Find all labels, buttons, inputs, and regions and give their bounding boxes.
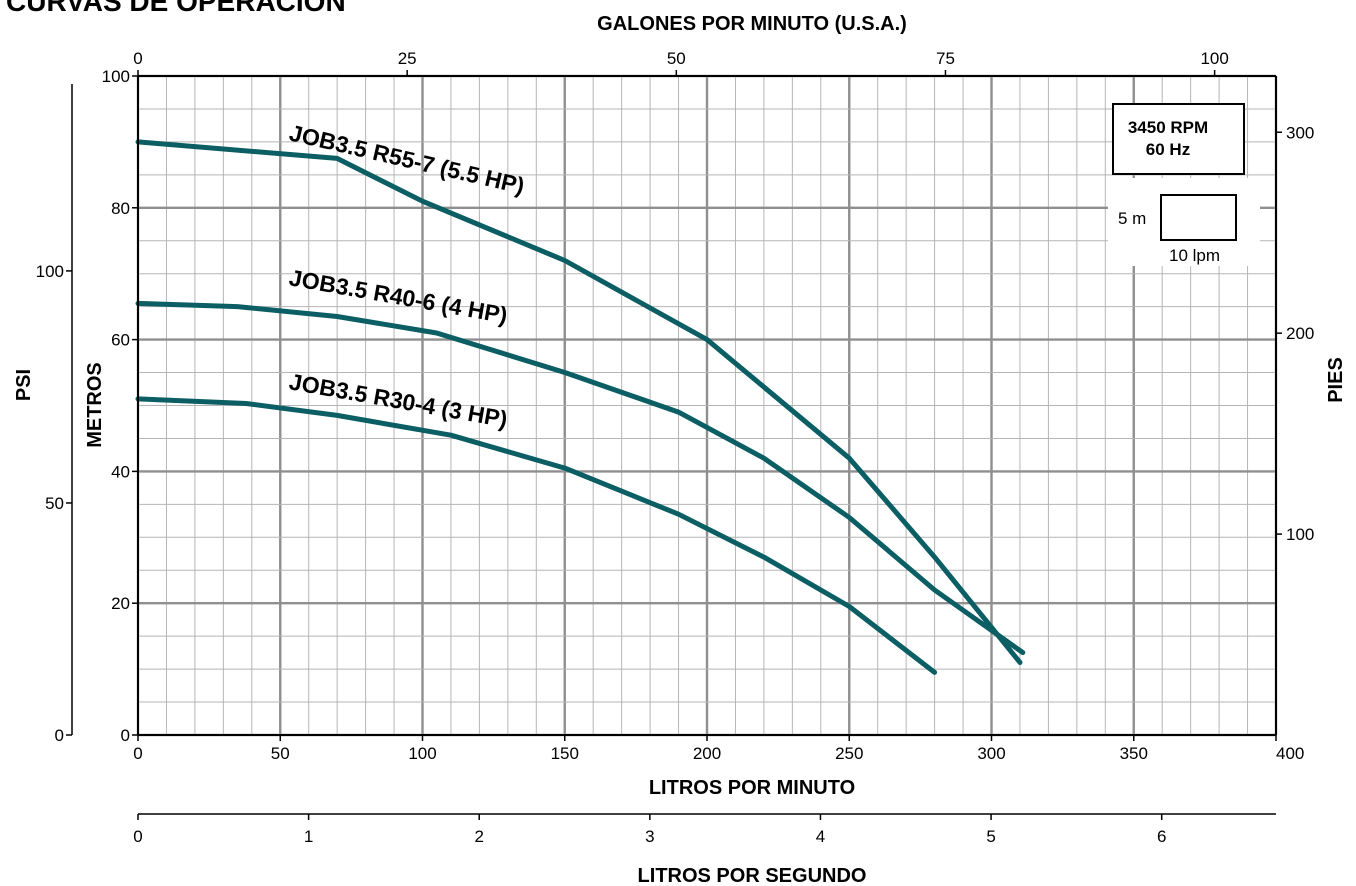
top-tick-label: 50	[667, 49, 686, 68]
top-tick-label: 100	[1200, 49, 1228, 68]
scale-vertical-label: 5 m	[1118, 209, 1146, 228]
lps-tick-label: 1	[304, 827, 313, 846]
rpm-label: 3450 RPM	[1128, 118, 1208, 137]
series-line-2	[135, 396, 938, 675]
series-label-r30: JOB3.5 R30-4 (3 HP)	[287, 368, 509, 432]
psi-tick-label: 0	[55, 726, 64, 745]
top-tick-label: 25	[398, 49, 417, 68]
legend-box: 3450 RPM 60 Hz 5 m 10 lpm	[1108, 103, 1260, 266]
hz-label: 60 Hz	[1146, 140, 1190, 159]
left-axis-label: METROS	[84, 362, 106, 448]
left-outer-axis-label: PSI	[13, 369, 35, 401]
series-line-0	[135, 139, 1023, 665]
bottom-tick-label: 250	[835, 744, 863, 763]
top-tick-label: 0	[133, 49, 142, 68]
scale-horizontal-label: 10 lpm	[1169, 246, 1220, 265]
bottom-tick-label: 100	[408, 744, 436, 763]
bottom-tick-label: 300	[977, 744, 1005, 763]
pies-tick-label: 200	[1286, 324, 1314, 343]
metros-tick-label: 60	[111, 331, 130, 350]
bottom-tick-label: 350	[1120, 744, 1148, 763]
lps-tick-label: 0	[133, 827, 142, 846]
secondary-bottom-axis-label: LITROS POR SEGUNDO	[638, 865, 867, 886]
bottom-tick-label: 150	[551, 744, 579, 763]
pies-tick-label: 100	[1286, 525, 1314, 544]
lps-tick-label: 6	[1157, 827, 1166, 846]
bottom-tick-label: 200	[693, 744, 721, 763]
bottom-tick-label: 50	[271, 744, 290, 763]
top-tick-label: 75	[936, 49, 955, 68]
lps-tick-label: 4	[816, 827, 825, 846]
curves-layer	[135, 139, 1026, 675]
metros-tick-label: 80	[111, 199, 130, 218]
metros-tick-label: 0	[121, 726, 130, 745]
top-axis-label: GALONES POR MINUTO (U.S.A.)	[597, 13, 907, 35]
bottom-tick-label: 0	[133, 744, 142, 763]
psi-tick-label: 50	[45, 494, 64, 513]
curve-labels: JOB3.5 R55-7 (5.5 HP) JOB3.5 R40-6 (4 HP…	[287, 120, 527, 433]
page-title: CURVAS DE OPERACION	[6, 0, 346, 17]
lps-tick-label: 5	[986, 827, 995, 846]
pies-tick-label: 300	[1286, 123, 1314, 142]
psi-tick-label: 100	[36, 262, 64, 281]
metros-tick-label: 40	[111, 462, 130, 481]
lps-tick-label: 2	[474, 827, 483, 846]
bottom-tick-label: 400	[1276, 744, 1304, 763]
bottom-axis-label: LITROS POR MINUTO	[649, 777, 855, 799]
metros-tick-label: 100	[102, 67, 130, 86]
lps-tick-label: 3	[645, 827, 654, 846]
right-axis-label: PIES	[1325, 357, 1347, 403]
chart-grid	[136, 74, 1278, 737]
metros-tick-label: 20	[111, 594, 130, 613]
series-line-1	[135, 300, 1026, 656]
